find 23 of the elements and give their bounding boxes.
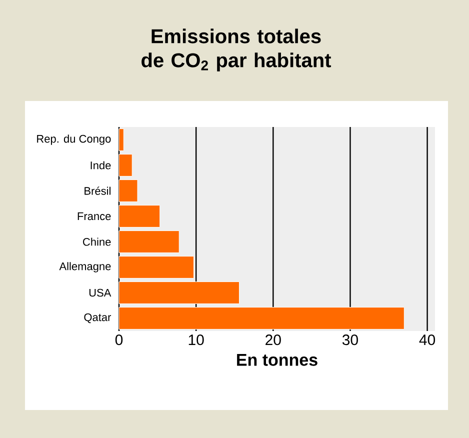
y-tick-label: Chine bbox=[83, 238, 111, 246]
bar bbox=[118, 282, 240, 304]
x-tick-label: 10 bbox=[188, 334, 204, 346]
bar bbox=[118, 205, 160, 228]
y-tick-label: Qatar bbox=[84, 313, 112, 324]
chart-title: Emissions totales de CO$_{2}$ par habitant bbox=[142, 28, 332, 72]
bar bbox=[118, 180, 138, 202]
bar bbox=[118, 128, 124, 151]
y-tick-label: USA bbox=[89, 288, 112, 297]
y-tick-label: Allemagne bbox=[59, 262, 111, 272]
bar bbox=[118, 307, 404, 330]
y-tick-label: France bbox=[78, 212, 111, 220]
x-tick-label: 40 bbox=[419, 334, 436, 346]
bar bbox=[118, 256, 194, 278]
bar bbox=[118, 154, 132, 176]
x-tick-label: 20 bbox=[266, 334, 281, 346]
bar bbox=[118, 230, 180, 253]
y-tick-label: Inde bbox=[90, 161, 111, 170]
x-axis-title: En tonnes bbox=[237, 354, 318, 366]
x-tick-label: 30 bbox=[342, 334, 358, 346]
y-tick-label: Brésil bbox=[84, 186, 110, 195]
y-tick-label: Rep. du Congo bbox=[37, 134, 111, 145]
x-tick-label: 0 bbox=[115, 334, 123, 346]
